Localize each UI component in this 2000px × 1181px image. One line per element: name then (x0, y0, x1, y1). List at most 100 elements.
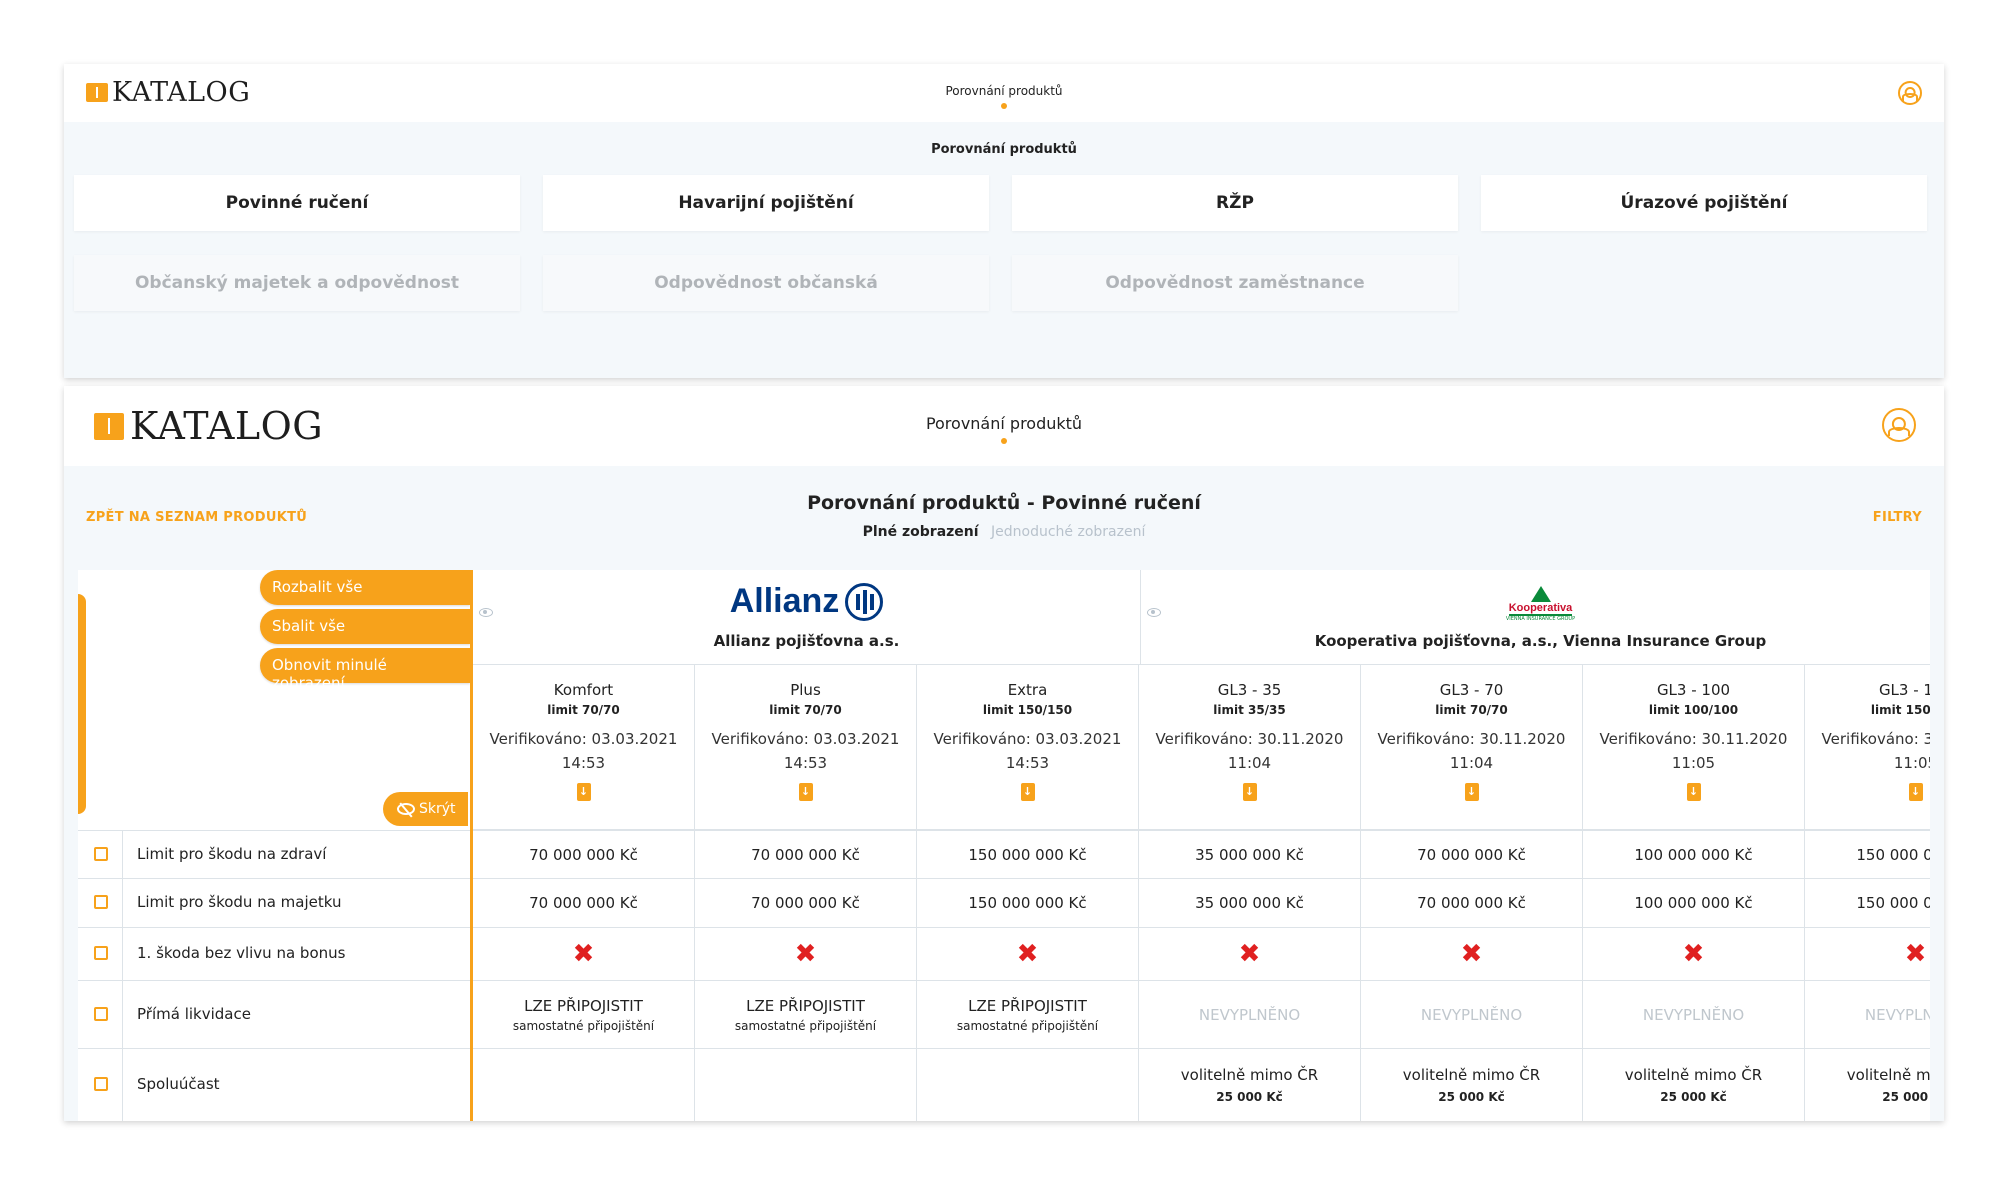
table-cell: ✖ (1804, 928, 1930, 980)
user-account-icon[interactable] (1882, 408, 1916, 442)
category-tile-urazove-pojisteni[interactable]: Úrazové pojištění (1481, 175, 1927, 231)
verified-date: Verifikováno: 30.11.2020 (1821, 730, 1930, 748)
top-navbar: KATALOG Porovnání produktů (64, 386, 1944, 466)
cell-subvalue: samostatné připojištění (956, 1018, 1099, 1033)
table-cell: LZE PŘIPOJISTIT samostatné připojištění (916, 981, 1138, 1048)
cross-icon: ✖ (1904, 939, 1927, 969)
product-header-gl3-150: GL3 - 150 limit 150/150 Verifikováno: 30… (1804, 665, 1930, 830)
product-header-extra: Extra limit 150/150 Verifikováno: 03.03.… (916, 665, 1138, 830)
verified-time: 14:53 (1005, 754, 1050, 772)
row-checkbox[interactable] (94, 946, 108, 960)
table-cell: 150 000 000 Kč (1804, 831, 1930, 878)
category-tile-havarijni-pojisteni[interactable]: Havarijní pojištění (543, 175, 989, 231)
verified-time: 11:05 (1893, 754, 1930, 772)
table-cell: 100 000 000 Kč (1582, 879, 1804, 927)
table-cell: 70 000 000 Kč (472, 831, 694, 878)
book-icon (94, 412, 124, 440)
download-document-icon[interactable] (576, 783, 591, 801)
nav-item-product-comparison[interactable]: Porovnání produktů (64, 84, 1944, 109)
product-name: Plus (790, 681, 821, 699)
collapse-all-button[interactable]: Sbalit vše (260, 609, 470, 644)
table-cell: 100 000 000 Kč (1582, 831, 1804, 878)
simple-view-toggle[interactable]: Jednoduché zobrazení (991, 524, 1146, 540)
nav-item-product-comparison[interactable]: Porovnání produktů (64, 414, 1944, 444)
cell-value: LZE PŘIPOJISTIT (524, 996, 643, 1015)
view-toggle: Plné zobrazení Jednoduché zobrazení (64, 524, 1944, 540)
product-name: Komfort (553, 681, 614, 699)
cross-icon: ✖ (1460, 939, 1483, 969)
kooperativa-logo-text: Kooperativa (1508, 602, 1573, 616)
full-view-toggle[interactable]: Plné zobrazení (862, 524, 979, 540)
allianz-logo-text: Allianz (729, 582, 840, 620)
table-cell: NEVYPLNĚNO (1582, 981, 1804, 1048)
row-checkbox[interactable] (94, 1077, 108, 1091)
back-to-products-link[interactable]: ZPĚT NA SEZNAM PRODUKTŮ (86, 510, 308, 525)
table-cell: NEVYPLNĚNO (1138, 981, 1360, 1048)
product-limit: limit 70/70 (547, 703, 620, 717)
download-document-icon[interactable] (1464, 783, 1479, 801)
row-checkbox[interactable] (94, 895, 108, 909)
cross-icon: ✖ (794, 939, 817, 969)
verified-date: Verifikováno: 30.11.2020 (1599, 730, 1788, 748)
product-limit: limit 150/150 (982, 703, 1073, 717)
category-tile-rzp[interactable]: RŽP (1012, 175, 1458, 231)
cell-subvalue: samostatné připojištění (734, 1018, 877, 1033)
download-document-icon[interactable] (1686, 783, 1701, 801)
kooperativa-logo-subtext: VIENNA INSURANCE GROUP (1505, 616, 1576, 622)
table-cell: ✖ (694, 928, 916, 980)
table-cell: 70 000 000 Kč (694, 879, 916, 927)
cell-subvalue: 25 000 Kč (1882, 1090, 1930, 1104)
table-row-health-limit: Limit pro škodu na zdraví 70 000 000 Kč … (78, 830, 1930, 878)
verified-time: 11:04 (1449, 754, 1494, 772)
table-cell: ✖ (916, 928, 1138, 980)
table-cell: 70 000 000 Kč (694, 831, 916, 878)
eye-slash-icon (397, 803, 415, 815)
product-limit: limit 70/70 (769, 703, 842, 717)
kooperativa-logo: Kooperativa VIENNA INSURANCE GROUP (1141, 586, 1930, 622)
verified-date: Verifikováno: 30.11.2020 (1155, 730, 1344, 748)
table-cell: 70 000 000 Kč (1360, 831, 1582, 878)
verified-date: Verifikováno: 03.03.2021 (489, 730, 678, 748)
visibility-eye-icon[interactable] (1147, 608, 1161, 617)
allianz-logo: Allianz (473, 582, 1140, 621)
product-header-gl3-70: GL3 - 70 limit 70/70 Verifikováno: 30.11… (1360, 665, 1582, 830)
comparison-table: Rozbalit vše Sbalit vše Obnovit minulé z… (78, 570, 1930, 1121)
cell-value: LZE PŘIPOJISTIT (746, 996, 865, 1015)
visibility-eye-icon[interactable] (479, 608, 493, 617)
cross-icon: ✖ (1238, 939, 1261, 969)
company-header-allianz: Allianz Allianz pojišťovna a.s. (472, 570, 1140, 665)
hide-button-label: Skrýt (419, 801, 456, 817)
column-divider (470, 570, 473, 1121)
cell-value: volitelně mimo ČR (1624, 1066, 1763, 1084)
user-account-icon[interactable] (1898, 81, 1922, 105)
table-cell: 70 000 000 Kč (472, 879, 694, 927)
category-tile-povinne-ruceni[interactable]: Povinné ručení (74, 175, 520, 231)
product-header-komfort: Komfort limit 70/70 Verifikováno: 03.03.… (472, 665, 694, 830)
table-cell: 150 000 000 Kč (1804, 879, 1930, 927)
download-document-icon[interactable] (1020, 783, 1035, 801)
filters-link[interactable]: FILTRY (1872, 510, 1922, 525)
comparison-panel: KATALOG Porovnání produktů ZPĚT NA SEZNA… (64, 386, 1944, 1121)
expand-all-button[interactable]: Rozbalit vše (260, 570, 470, 605)
verified-date: Verifikováno: 03.03.2021 (933, 730, 1122, 748)
table-cell: LZE PŘIPOJISTIT samostatné připojištění (694, 981, 916, 1048)
table-cell: ✖ (1582, 928, 1804, 980)
restore-view-button[interactable]: Obnovit minulé zobrazení (260, 648, 470, 692)
cell-subvalue: samostatné připojištění (512, 1018, 655, 1033)
katalog-logo[interactable]: KATALOG (86, 77, 250, 108)
row-checkbox[interactable] (94, 847, 108, 861)
katalog-logo[interactable]: KATALOG (94, 404, 323, 448)
download-document-icon[interactable] (1908, 783, 1923, 801)
row-checkbox[interactable] (94, 1007, 108, 1021)
cell-value: volitelně mimo ČR (1180, 1066, 1319, 1084)
category-tile-odpovednost-obcanska: Odpovědnost občanská (543, 255, 989, 311)
active-nav-dot (1001, 103, 1007, 109)
download-document-icon[interactable] (798, 783, 813, 801)
table-row-deductible: Spoluúčast volitelně mimo ČR 25 000 Kč vo… (78, 1048, 1930, 1121)
download-document-icon[interactable] (1242, 783, 1257, 801)
table-cell: volitelně mimo ČR 25 000 Kč (1138, 1049, 1360, 1121)
row-label: 1. škoda bez vlivu na bonus (137, 944, 346, 962)
cross-icon: ✖ (1016, 939, 1039, 969)
table-cell: 35 000 000 Kč (1138, 879, 1360, 927)
hide-button[interactable]: Skrýt (383, 792, 468, 826)
